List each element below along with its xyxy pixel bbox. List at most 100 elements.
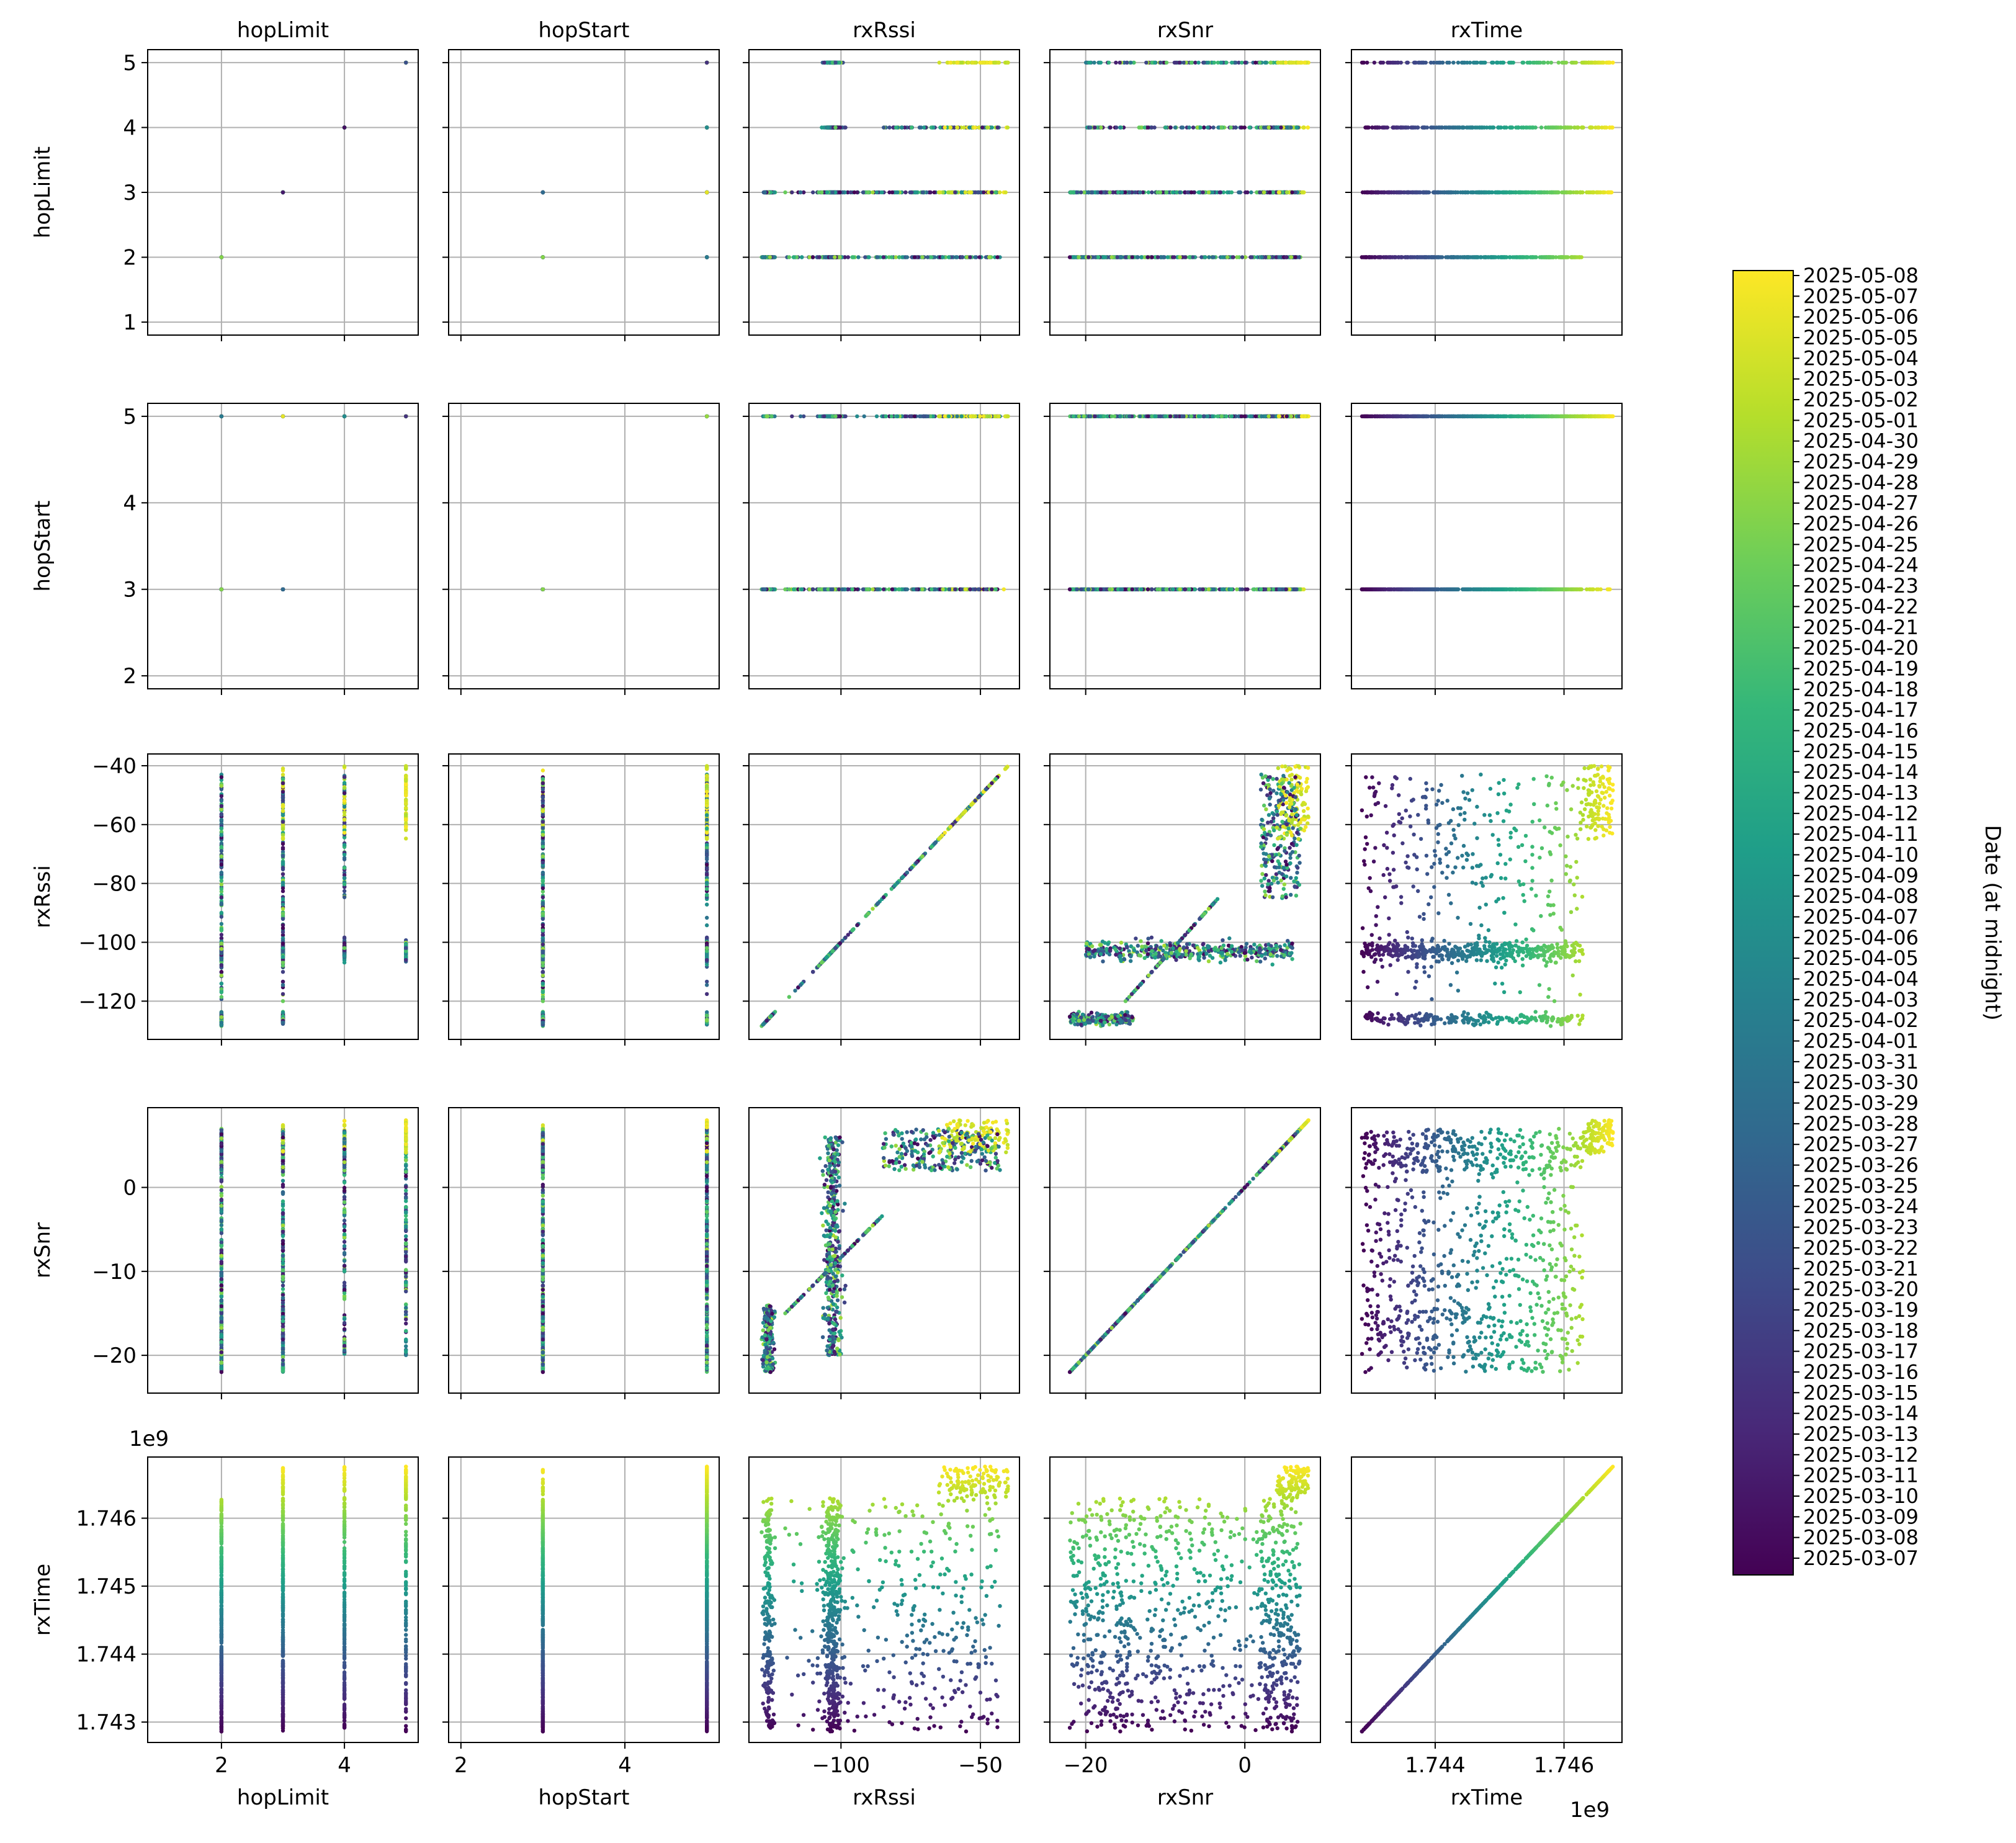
data-point [1196, 61, 1200, 65]
data-point [826, 125, 830, 129]
data-point [1004, 191, 1008, 194]
data-point [1467, 255, 1471, 259]
data-point [1516, 125, 1520, 129]
data-point [1456, 125, 1459, 129]
data-point [1296, 61, 1300, 65]
data-point [1546, 125, 1550, 129]
data-point [1590, 125, 1594, 129]
data-point [1562, 61, 1566, 65]
data-point [1420, 255, 1423, 259]
data-point [1379, 61, 1383, 65]
data-point [1202, 61, 1206, 65]
data-point [1103, 255, 1106, 259]
data-point [768, 255, 772, 259]
data-point [1269, 61, 1273, 65]
data-point [1188, 255, 1191, 259]
data-point [1138, 191, 1142, 194]
data-point [856, 255, 860, 259]
data-point [1087, 61, 1091, 65]
data-point [930, 255, 933, 259]
data-point [1538, 191, 1541, 194]
data-point [1396, 125, 1400, 129]
data-point [1524, 125, 1528, 129]
data-point [220, 255, 223, 259]
data-point [1412, 125, 1415, 129]
data-point [990, 191, 993, 194]
data-point [1579, 191, 1582, 194]
data-point [1181, 125, 1185, 129]
data-point [1268, 191, 1271, 194]
data-point [1549, 191, 1552, 194]
data-point [1099, 191, 1103, 194]
data-point [1125, 61, 1129, 65]
data-point [1134, 191, 1137, 194]
data-point [1570, 61, 1574, 65]
data-point [1165, 61, 1168, 65]
data-point [1093, 125, 1096, 129]
data-point [993, 61, 997, 65]
data-point [843, 125, 847, 129]
data-point [1521, 255, 1525, 259]
data-point [1211, 191, 1214, 194]
data-point [890, 255, 894, 259]
data-point [1243, 125, 1247, 129]
data-point [1509, 191, 1513, 194]
data-point [1108, 125, 1112, 129]
data-point [1277, 191, 1281, 194]
data-point [959, 191, 963, 194]
data-point [1392, 255, 1396, 259]
data-point [1203, 255, 1207, 259]
data-point [995, 125, 999, 129]
data-point [1479, 255, 1482, 259]
data-point [1183, 255, 1187, 259]
data-point [1530, 125, 1534, 129]
data-point [1207, 191, 1211, 194]
data-point [977, 255, 981, 259]
data-point [1153, 61, 1157, 65]
data-point [1221, 255, 1224, 259]
data-point [1096, 255, 1100, 259]
data-point [830, 255, 833, 259]
panel-hopLimit-vs-rxTime [1345, 50, 1622, 341]
data-point [850, 255, 854, 259]
data-point [1197, 191, 1201, 194]
data-point [1484, 255, 1487, 259]
data-point [1461, 125, 1464, 129]
data-point [1460, 61, 1464, 65]
data-point [1230, 255, 1234, 259]
data-point [932, 191, 936, 194]
data-point [1099, 61, 1103, 65]
data-point [1399, 191, 1402, 194]
data-point [910, 125, 913, 129]
data-point [1569, 191, 1572, 194]
data-point [1173, 125, 1177, 129]
data-point [988, 61, 992, 65]
data-point [1484, 191, 1488, 194]
data-point [822, 61, 826, 65]
data-point [970, 61, 974, 65]
data-point [1250, 255, 1253, 259]
data-point [1425, 125, 1429, 129]
data-point [1189, 61, 1193, 65]
data-point [1275, 125, 1278, 129]
data-point [1507, 61, 1511, 65]
data-point [871, 191, 874, 194]
data-point [897, 255, 901, 259]
data-point [1581, 125, 1585, 129]
data-point [1361, 61, 1365, 65]
data-point [1290, 191, 1294, 194]
data-point [1475, 125, 1479, 129]
data-point [1219, 61, 1223, 65]
data-point [1455, 255, 1459, 259]
data-point [1187, 125, 1191, 129]
data-point [1389, 255, 1392, 259]
data-point [1532, 191, 1536, 194]
data-point [982, 61, 985, 65]
data-point [1574, 61, 1578, 65]
data-point [1088, 125, 1092, 129]
data-point [973, 255, 977, 259]
data-point [1150, 255, 1154, 259]
data-point [1276, 61, 1279, 65]
data-point [1118, 125, 1122, 129]
